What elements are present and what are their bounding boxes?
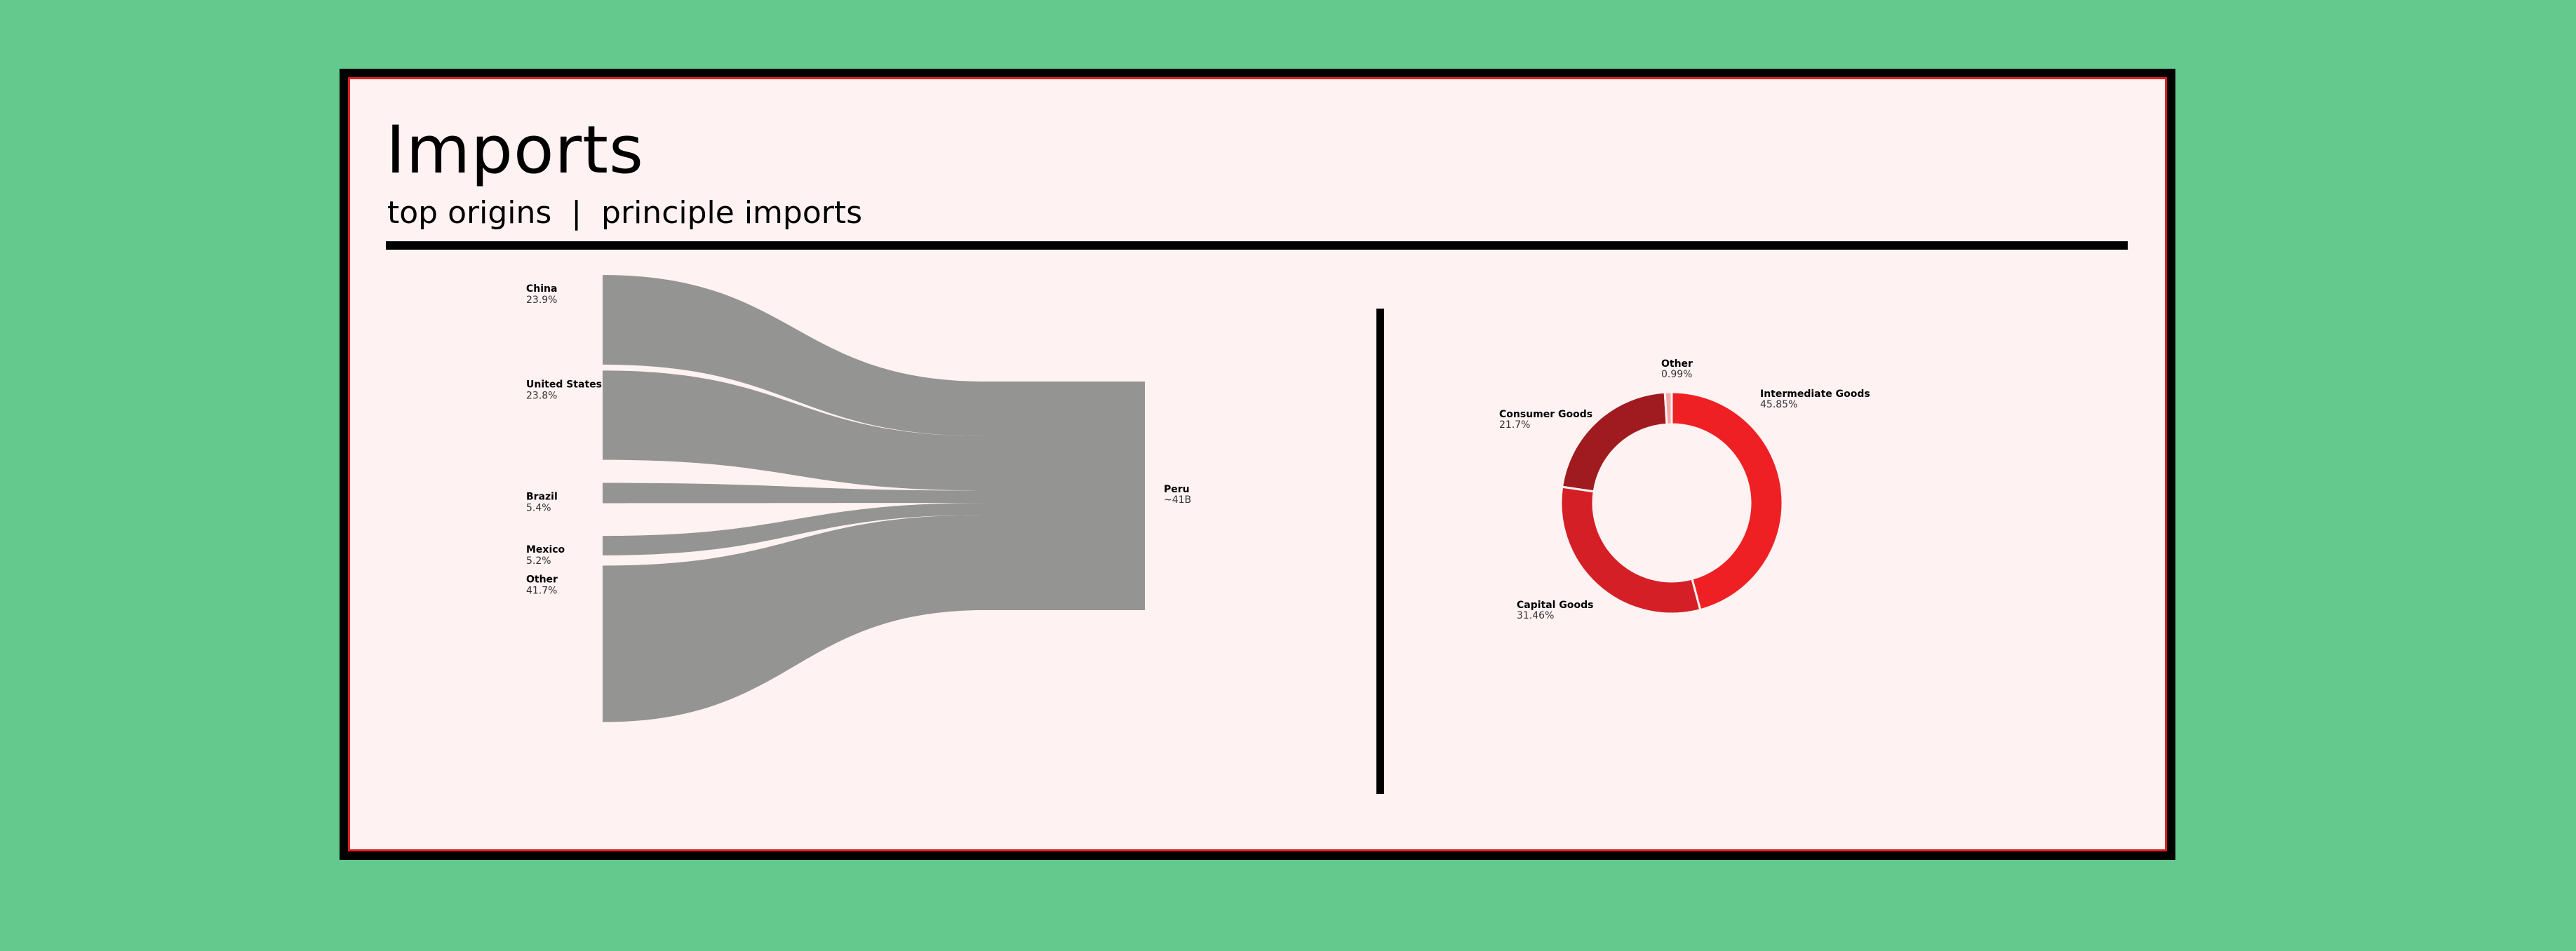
- source-label-name: Mexico: [526, 544, 565, 555]
- source-label-value: 5.2%: [526, 555, 551, 567]
- page-subtitle: top origins | principle imports: [387, 195, 863, 231]
- target-label-name: Peru: [1164, 484, 1190, 495]
- slice-label-name: Consumer Goods: [1499, 409, 1592, 420]
- source-label-name: United States: [526, 379, 602, 390]
- slice-label-name: Other: [1661, 358, 1693, 370]
- source-label-name: China: [526, 283, 557, 295]
- slice-label-value: 45.85%: [1760, 399, 1797, 410]
- slice-label-value: 0.99%: [1661, 369, 1692, 380]
- source-label-value: 23.9%: [526, 295, 557, 306]
- source-label-value: 41.7%: [526, 585, 557, 596]
- donut-slices: [1559, 391, 1784, 615]
- source-label-name: Brazil: [526, 492, 558, 503]
- donut-slice-consumer-goods: [1560, 391, 1668, 493]
- sankey-flow-china: [603, 275, 986, 436]
- donut-slice-intermediate-goods: [1670, 391, 1784, 612]
- page-title: Imports: [386, 112, 644, 189]
- sankey-flow-brazil: [603, 483, 986, 504]
- donut-slice-capital-goods: [1559, 485, 1702, 615]
- sankey-flow-other: [603, 515, 986, 722]
- slice-label-value: 21.7%: [1499, 419, 1530, 431]
- sankey-target-node: [986, 382, 1145, 610]
- imports-card: Imports top origins | principle imports …: [340, 69, 2175, 860]
- title-rule: [386, 241, 2128, 250]
- donut-slice-other: [1663, 391, 1673, 426]
- source-label-name: Other: [526, 574, 558, 585]
- sankey-flow-mexico: [603, 503, 986, 555]
- slice-label-value: 31.46%: [1517, 610, 1554, 621]
- sankey-flows: [603, 275, 986, 722]
- slice-label-name: Capital Goods: [1517, 600, 1593, 611]
- slice-label-name: Intermediate Goods: [1760, 389, 1870, 400]
- target-label-value: ~41B: [1164, 494, 1191, 506]
- sankey-flow-united-states: [603, 370, 986, 491]
- source-label-value: 5.4%: [526, 503, 551, 514]
- source-label-value: 23.8%: [526, 390, 557, 401]
- chart-divider: [1376, 309, 1384, 794]
